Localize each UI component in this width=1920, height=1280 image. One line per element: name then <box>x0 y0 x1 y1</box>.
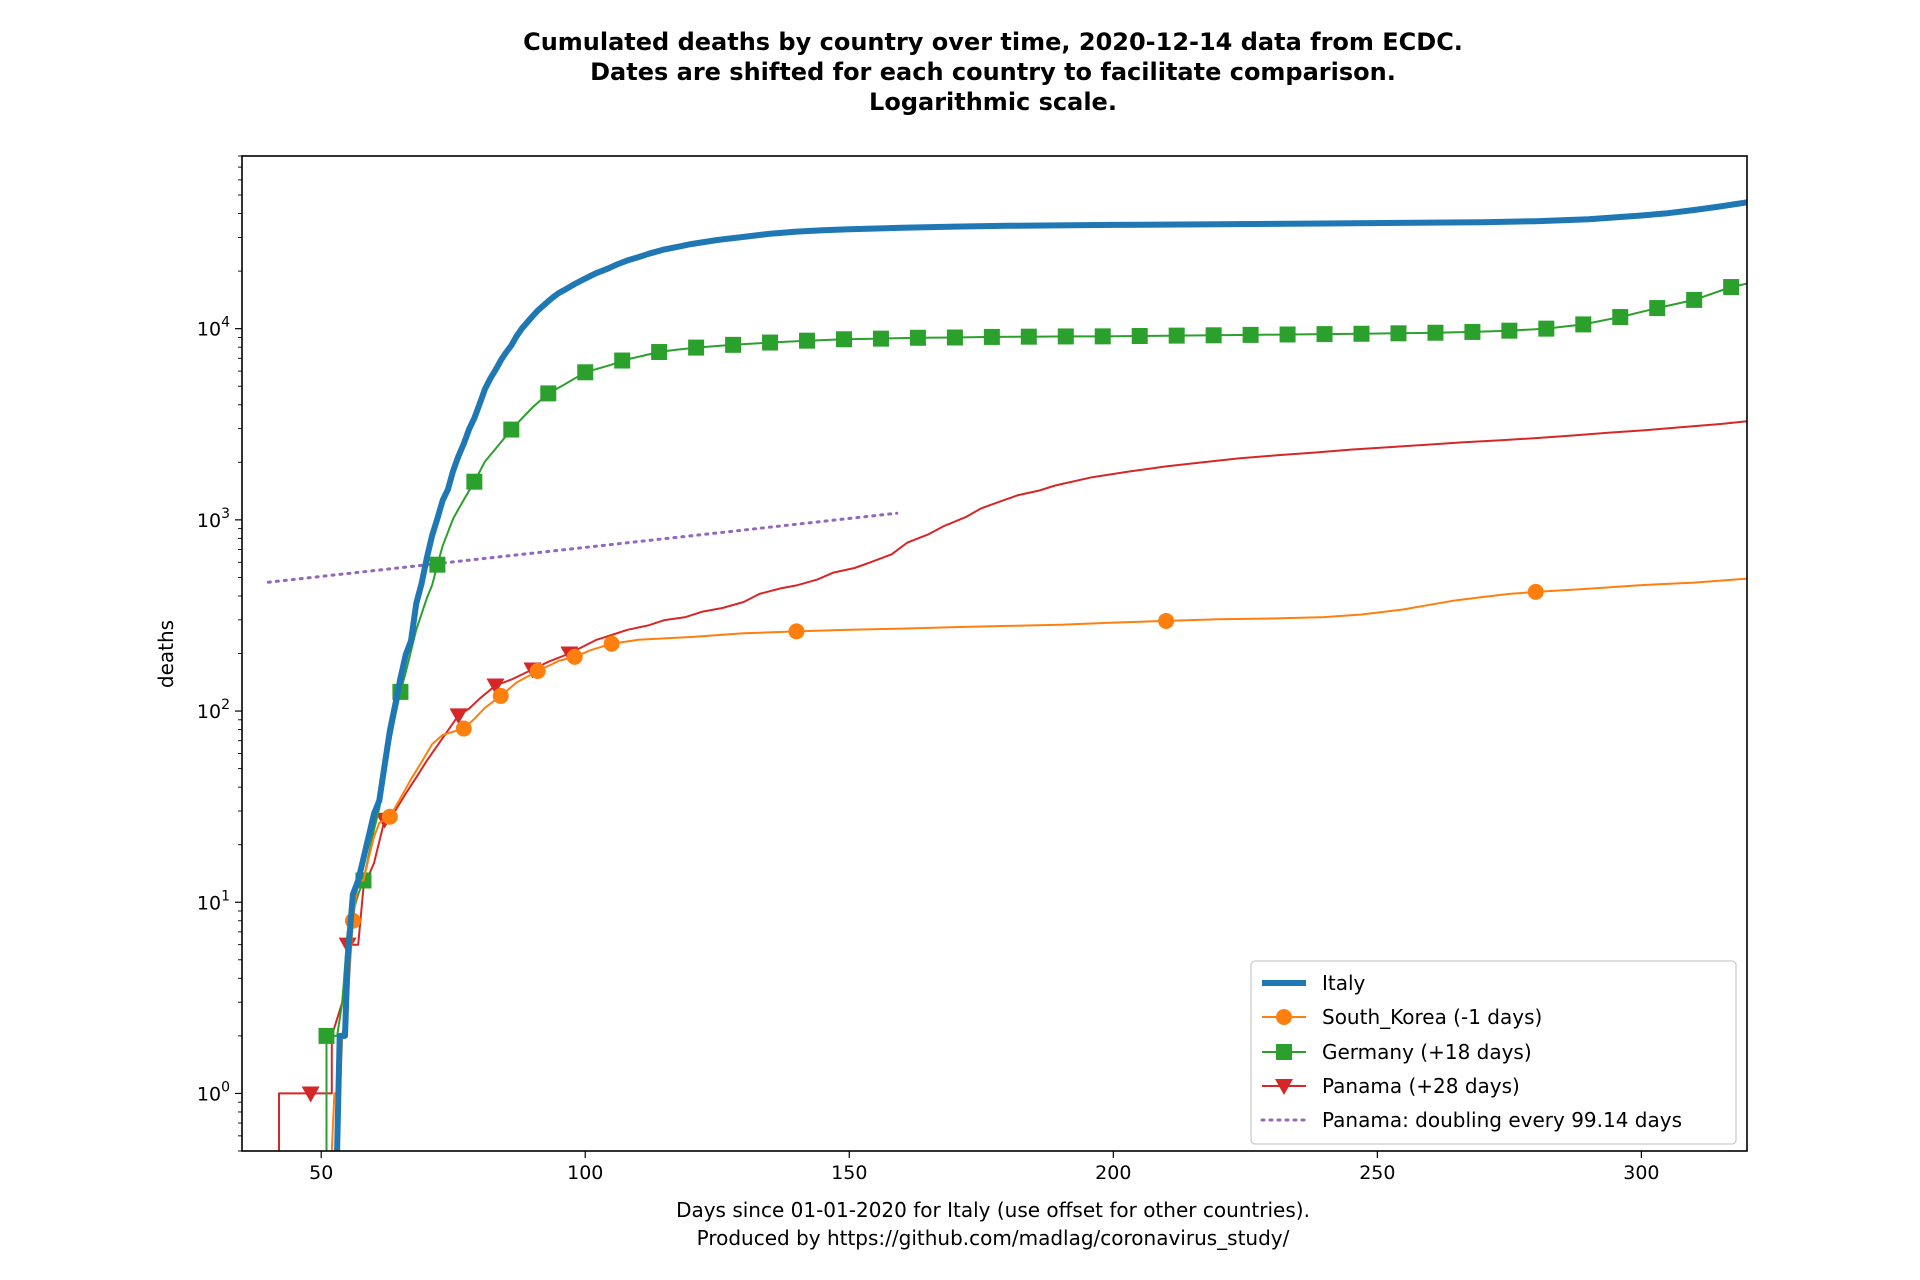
chart-title: Cumulated deaths by country over time, 2… <box>523 28 1463 116</box>
y-axis-label: deaths <box>154 620 178 688</box>
y-tick-label: 103 <box>197 506 230 532</box>
data-point-south-korea <box>455 720 472 737</box>
data-point-germany <box>1242 326 1259 343</box>
series-panama <box>266 511 899 584</box>
x-tick-label: 300 <box>1623 1162 1659 1184</box>
data-point-germany <box>1353 325 1370 342</box>
legend-label: Panama: doubling every 99.14 days <box>1322 1108 1682 1132</box>
data-point-south-korea <box>788 623 805 640</box>
data-point-germany <box>836 331 852 348</box>
data-point-germany <box>1464 323 1481 340</box>
data-point-germany <box>762 334 779 351</box>
legend-label: Panama (+28 days) <box>1322 1074 1520 1098</box>
y-tick-label: 102 <box>197 697 230 723</box>
data-point-south-korea <box>566 648 583 665</box>
legend-marker <box>1276 1044 1292 1060</box>
legend-label: South_Korea (-1 days) <box>1322 1005 1542 1029</box>
data-point-south-korea <box>1158 612 1175 629</box>
data-point-germany <box>1131 327 1148 344</box>
data-point-germany <box>799 332 816 349</box>
chart-subtitle-line: Dates are shifted for each country to fa… <box>590 58 1396 86</box>
y-tick-label: 104 <box>197 315 230 341</box>
x-tick-label: 250 <box>1359 1162 1395 1184</box>
x-tick-label: 150 <box>831 1162 867 1184</box>
data-point-germany <box>1316 326 1333 343</box>
x-axis-credit: Produced by https://github.com/madlag/co… <box>697 1226 1290 1250</box>
chart-scale-note: Logarithmic scale. <box>869 88 1117 116</box>
x-axis-label: Days since 01-01-2020 for Italy (use off… <box>676 1198 1310 1222</box>
data-point-germany <box>1094 328 1111 345</box>
y-tick-label: 101 <box>197 888 230 914</box>
legend-marker <box>1276 1009 1292 1025</box>
legend-entry-panama: Panama (+28 days) <box>1262 1074 1520 1098</box>
legend-label: Germany (+18 days) <box>1322 1040 1532 1064</box>
legend-entry-italy: Italy <box>1262 971 1366 995</box>
data-point-south-korea <box>603 635 620 652</box>
data-point-germany <box>1205 327 1222 344</box>
plot-series <box>266 199 1747 1151</box>
series-line-panama <box>266 511 899 584</box>
data-point-germany <box>946 329 963 346</box>
data-point-south-korea <box>381 808 398 825</box>
data-point-germany <box>1279 326 1296 343</box>
data-point-germany <box>1168 327 1185 344</box>
legend-entry-panama: Panama: doubling every 99.14 days <box>1260 1108 1682 1132</box>
data-point-south-korea <box>529 662 546 679</box>
data-point-germany <box>909 329 926 346</box>
data-point-germany <box>614 352 631 369</box>
data-point-germany <box>1427 324 1444 341</box>
series-line-italy <box>334 199 1747 1151</box>
x-tick-label: 50 <box>309 1162 333 1184</box>
legend-label: Italy <box>1322 971 1366 995</box>
y-axis-ticks: 100 101 102 103 104 <box>197 155 242 1152</box>
data-point-panama <box>486 678 505 695</box>
legend-box <box>1250 960 1737 1145</box>
legend-marker <box>1275 1079 1293 1095</box>
legend: Italy South_Korea (-1 days) Germany (+18 d… <box>1250 960 1737 1145</box>
data-point-germany <box>872 330 889 347</box>
series-line-south-korea <box>330 577 1747 1151</box>
data-point-germany <box>651 344 668 361</box>
data-point-germany <box>466 473 483 490</box>
data-point-germany <box>540 385 557 402</box>
data-point-germany <box>725 336 742 353</box>
data-point-germany <box>1723 279 1740 296</box>
data-point-germany <box>983 328 1000 345</box>
series-line-panama <box>278 420 1747 1151</box>
data-point-germany <box>318 1027 335 1044</box>
data-point-germany <box>429 556 446 573</box>
x-tick-label: 200 <box>1095 1162 1131 1184</box>
y-tick-label: 100 <box>197 1079 230 1105</box>
data-point-germany <box>1612 309 1629 326</box>
data-point-germany <box>1057 328 1074 345</box>
data-point-germany <box>688 339 705 356</box>
data-point-germany <box>503 421 520 438</box>
x-tick-label: 100 <box>567 1162 603 1184</box>
data-point-germany <box>1501 322 1518 339</box>
data-point-germany <box>1390 325 1407 342</box>
legend-entry-germany: Germany (+18 days) <box>1262 1040 1532 1064</box>
data-point-germany <box>1686 291 1703 308</box>
data-point-germany <box>1649 300 1666 317</box>
data-point-germany <box>1538 320 1555 337</box>
x-axis-ticks: 50 100 150 200 250 300 <box>309 1151 1660 1184</box>
data-point-south-korea <box>492 687 509 704</box>
legend-entry-south-korea: South_Korea (-1 days) <box>1262 1005 1542 1029</box>
data-point-germany <box>1020 328 1037 345</box>
data-point-panama <box>449 708 468 725</box>
data-point-south-korea <box>1527 583 1544 600</box>
data-point-germany <box>1575 316 1592 333</box>
chart-title-line: Cumulated deaths by country over time, 2… <box>523 28 1463 56</box>
data-point-germany <box>577 364 594 381</box>
series-italy <box>334 199 1747 1151</box>
data-point-panama <box>301 1086 320 1103</box>
